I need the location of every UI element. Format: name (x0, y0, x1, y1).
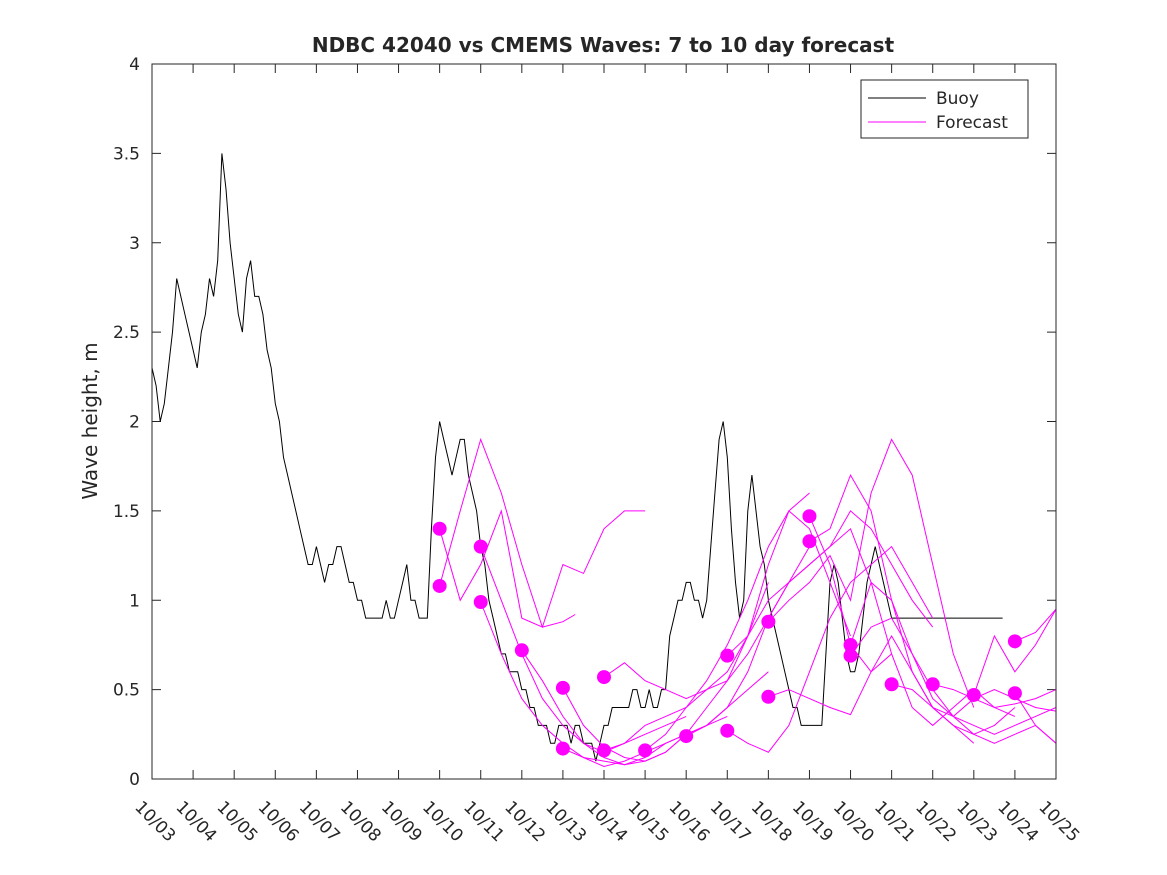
forecast-start-marker-5 (555, 680, 570, 695)
forecast-start-marker-20 (925, 677, 940, 692)
legend-label-forecast: Forecast (936, 113, 1008, 133)
forecast-start-marker-11 (720, 648, 735, 663)
forecast-line-20 (932, 683, 1057, 709)
forecast-start-markers (432, 509, 1022, 758)
y-tick-label: 4 (129, 55, 140, 75)
forecast-start-marker-16 (802, 534, 817, 549)
chart-title: NDBC 42040 vs CMEMS Waves: 7 to 10 day f… (312, 33, 895, 57)
forecast-line-22 (1014, 692, 1057, 744)
forecast-line-13 (768, 438, 975, 708)
y-tick-label: 1 (129, 591, 140, 611)
forecast-start-marker-3 (473, 595, 488, 610)
legend-box (860, 79, 1029, 139)
y-tick-label: 3.5 (113, 144, 140, 164)
forecast-start-marker-12 (720, 723, 735, 738)
forecast-start-marker-4 (514, 643, 529, 658)
forecast-start-marker-9 (638, 743, 653, 758)
forecast-start-marker-13 (761, 614, 776, 629)
forecast-start-marker-18 (843, 648, 858, 663)
forecast-start-marker-23 (1007, 634, 1022, 649)
forecast-start-marker-2 (473, 539, 488, 554)
forecast-start-marker-22 (1007, 686, 1022, 701)
legend-label-buoy: Buoy (936, 89, 979, 109)
forecast-line-12 (727, 545, 934, 753)
y-tick-label: 0 (129, 770, 140, 790)
buoy-line (151, 153, 1003, 762)
forecast-start-marker-10 (679, 729, 694, 744)
y-tick-label: 2.5 (113, 323, 140, 343)
forecast-line-16 (809, 473, 1016, 735)
forecast-start-marker-0 (432, 521, 447, 536)
forecast-start-marker-15 (802, 509, 817, 524)
forecast-line-1 (439, 437, 576, 628)
y-tick-label: 1.5 (113, 502, 140, 522)
forecast-start-marker-6 (555, 741, 570, 756)
forecast-start-marker-8 (597, 743, 611, 758)
y-tick-label: 3 (129, 234, 140, 254)
legend: Buoy Forecast (860, 79, 1029, 139)
forecast-start-marker-14 (761, 689, 776, 704)
forecast-start-marker-1 (432, 578, 447, 593)
series-layer (151, 153, 1057, 768)
forecast-start-marker-21 (966, 687, 981, 702)
forecast-line-5 (562, 582, 769, 762)
forecast-line-9 (644, 510, 851, 751)
y-axis-label: Wave height, m (78, 342, 102, 499)
forecast-start-marker-17 (843, 637, 858, 652)
forecast-line-21 (973, 608, 1057, 696)
y-tick-label: 0.5 (113, 681, 140, 701)
y-tick-label: 2 (129, 413, 140, 433)
forecast-line-11 (726, 510, 934, 657)
forecast-start-marker-7 (597, 670, 611, 685)
axes-box (151, 63, 1057, 780)
forecast-line-23 (1014, 608, 1057, 642)
forecast-line-6 (562, 671, 769, 766)
forecast-start-marker-19 (884, 677, 899, 692)
